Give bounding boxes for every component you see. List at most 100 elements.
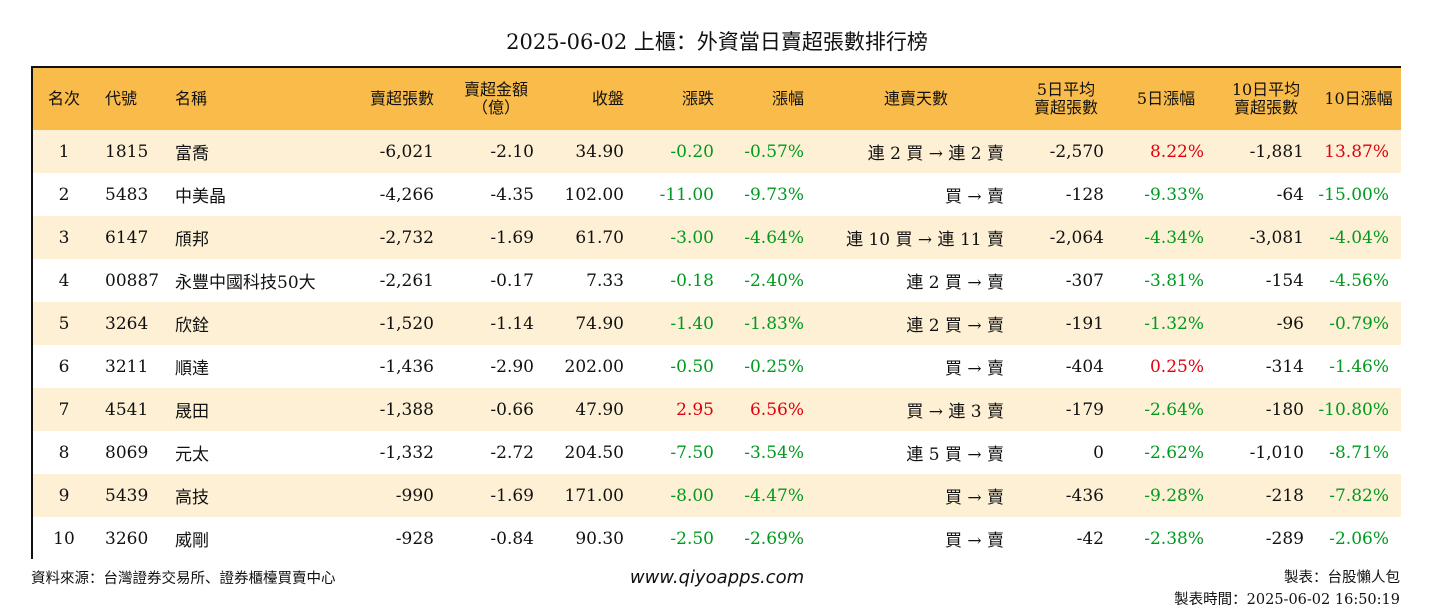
cell-code: 3211 <box>105 356 149 377</box>
cell-sell-amount: -2.90 <box>490 356 534 377</box>
ranking-table: 名次 代號 名稱 賣超張數 賣超金額 （億） 收盤 漲跌 漲幅 連賣天數 5日平… <box>31 66 1401 560</box>
cell-pct5: -2.38% <box>1144 528 1204 549</box>
cell-avg10: -289 <box>1265 528 1304 549</box>
cell-rank: 6 <box>58 356 70 377</box>
header-pct: 漲幅 <box>771 89 804 108</box>
cell-streak: 連 5 買 → 賣 <box>906 445 1004 465</box>
cell-sell-amount: -4.35 <box>490 184 534 205</box>
cell-sell-amount: -1.14 <box>490 313 534 334</box>
cell-pct5: -2.64% <box>1144 399 1204 420</box>
cell-pct5: -3.81% <box>1144 270 1204 291</box>
cell-sell-amount: -0.84 <box>490 528 534 549</box>
cell-pct: -3.54% <box>744 442 804 463</box>
cell-rank: 3 <box>58 227 70 248</box>
cell-change: -0.20 <box>670 141 714 162</box>
cell-pct5: -1.32% <box>1144 313 1204 334</box>
cell-sell-shares: -1,332 <box>379 442 434 463</box>
cell-close: 202.00 <box>564 356 624 377</box>
cell-pct: 6.56% <box>749 399 804 420</box>
cell-avg5: -436 <box>1065 485 1104 506</box>
cell-avg10: -64 <box>1276 184 1304 205</box>
cell-change: -1.40 <box>670 313 714 334</box>
cell-sell-amount: -2.10 <box>490 141 534 162</box>
header-avg5-line2: 賣超張數 <box>1033 98 1098 117</box>
cell-avg10: -3,081 <box>1249 227 1304 248</box>
cell-avg10: -154 <box>1265 270 1304 291</box>
cell-rank: 2 <box>58 184 70 205</box>
cell-avg5: 0 <box>1093 442 1104 463</box>
header-avg10-line2: 賣超張數 <box>1233 98 1298 117</box>
footer-meta: 製表：台股懶人包 製表時間：2025-06-02 16:50:19 <box>1174 567 1400 611</box>
table-row: 2 5483 中美晶 -4,266 -4.35 102.00 -11.00 -9.73% 買 →… <box>33 173 1401 216</box>
cell-close: 90.30 <box>575 528 624 549</box>
cell-streak: 連 2 買 → 連 2 賣 <box>867 144 1004 164</box>
header-pct10: 10日漲幅 <box>1324 89 1393 108</box>
cell-pct5: -4.34% <box>1144 227 1204 248</box>
cell-rank: 9 <box>58 485 70 506</box>
cell-avg10: -218 <box>1265 485 1304 506</box>
cell-close: 204.50 <box>564 442 624 463</box>
cell-avg10: -1,881 <box>1249 141 1304 162</box>
table-row: 5 3264 欣銓 -1,520 -1.14 74.90 -1.40 -1.83% 連 2 買 … <box>33 302 1401 345</box>
header-name: 名稱 <box>175 89 208 108</box>
table-row: 10 3260 威剛 -928 -0.84 90.30 -2.50 -2.69% 買 → 賣 -4… <box>33 517 1401 560</box>
cell-sell-shares: -990 <box>395 485 434 506</box>
header-avg5-line1: 5日平均 <box>1036 80 1096 99</box>
cell-name: 永豐中國科技50大 <box>175 273 316 293</box>
header-rank: 名次 <box>47 89 80 108</box>
cell-pct10: -4.04% <box>1329 227 1389 248</box>
cell-pct: -2.40% <box>744 270 804 291</box>
cell-pct: -0.57% <box>744 141 804 162</box>
cell-change: -11.00 <box>659 184 714 205</box>
cell-change: -8.00 <box>670 485 714 506</box>
cell-change: -0.18 <box>670 270 714 291</box>
cell-change: -3.00 <box>670 227 714 248</box>
cell-pct10: -1.46% <box>1329 356 1389 377</box>
cell-pct: -9.73% <box>744 184 804 205</box>
cell-pct10: -10.80% <box>1318 399 1389 420</box>
cell-rank: 7 <box>58 399 70 420</box>
cell-avg10: -96 <box>1276 313 1304 334</box>
cell-code: 4541 <box>105 399 149 420</box>
cell-name: 威剛 <box>175 531 209 551</box>
cell-avg10: -314 <box>1265 356 1304 377</box>
cell-avg5: -307 <box>1065 270 1104 291</box>
cell-avg5: -2,570 <box>1049 141 1104 162</box>
cell-code: 6147 <box>105 227 149 248</box>
cell-avg5: -128 <box>1065 184 1104 205</box>
cell-close: 102.00 <box>564 184 624 205</box>
cell-avg5: -179 <box>1065 399 1104 420</box>
cell-streak: 買 → 賣 <box>944 187 1004 207</box>
cell-code: 3260 <box>105 528 149 549</box>
cell-close: 34.90 <box>575 141 624 162</box>
cell-sell-shares: -6,021 <box>379 141 434 162</box>
cell-avg5: -404 <box>1065 356 1104 377</box>
cell-change: -7.50 <box>670 442 714 463</box>
cell-pct5: 8.22% <box>1149 141 1204 162</box>
cell-code: 00887 <box>105 270 160 291</box>
cell-pct5: 0.25% <box>1149 356 1204 377</box>
cell-sell-shares: -2,261 <box>379 270 434 291</box>
cell-name: 高技 <box>175 488 209 508</box>
header-sell-amount: 賣超金額 （億） <box>446 68 546 130</box>
website-link[interactable]: www.qiyoapps.com <box>629 567 805 588</box>
cell-pct: -0.25% <box>744 356 804 377</box>
header-avg5: 5日平均 賣超張數 <box>1016 68 1116 130</box>
header-streak: 連賣天數 <box>883 89 948 108</box>
table-row: 8 8069 元太 -1,332 -2.72 204.50 -7.50 -3.54% 連 5 買… <box>33 431 1401 474</box>
cell-pct10: -8.71% <box>1329 442 1389 463</box>
cell-avg10: -180 <box>1265 399 1304 420</box>
cell-pct10: -15.00% <box>1318 184 1389 205</box>
cell-sell-amount: -1.69 <box>490 227 534 248</box>
cell-pct10: -7.82% <box>1329 485 1389 506</box>
cell-avg10: -1,010 <box>1249 442 1304 463</box>
cell-rank: 8 <box>58 442 70 463</box>
cell-close: 74.90 <box>575 313 624 334</box>
cell-sell-amount: -0.66 <box>490 399 534 420</box>
cell-pct5: -9.28% <box>1144 485 1204 506</box>
cell-streak: 買 → 賣 <box>944 531 1004 551</box>
cell-sell-amount: -1.69 <box>490 485 534 506</box>
cell-close: 47.90 <box>575 399 624 420</box>
cell-rank: 10 <box>53 528 75 549</box>
data-source: 資料來源：台灣證券交易所、證券櫃檯買賣中心 <box>31 571 336 587</box>
